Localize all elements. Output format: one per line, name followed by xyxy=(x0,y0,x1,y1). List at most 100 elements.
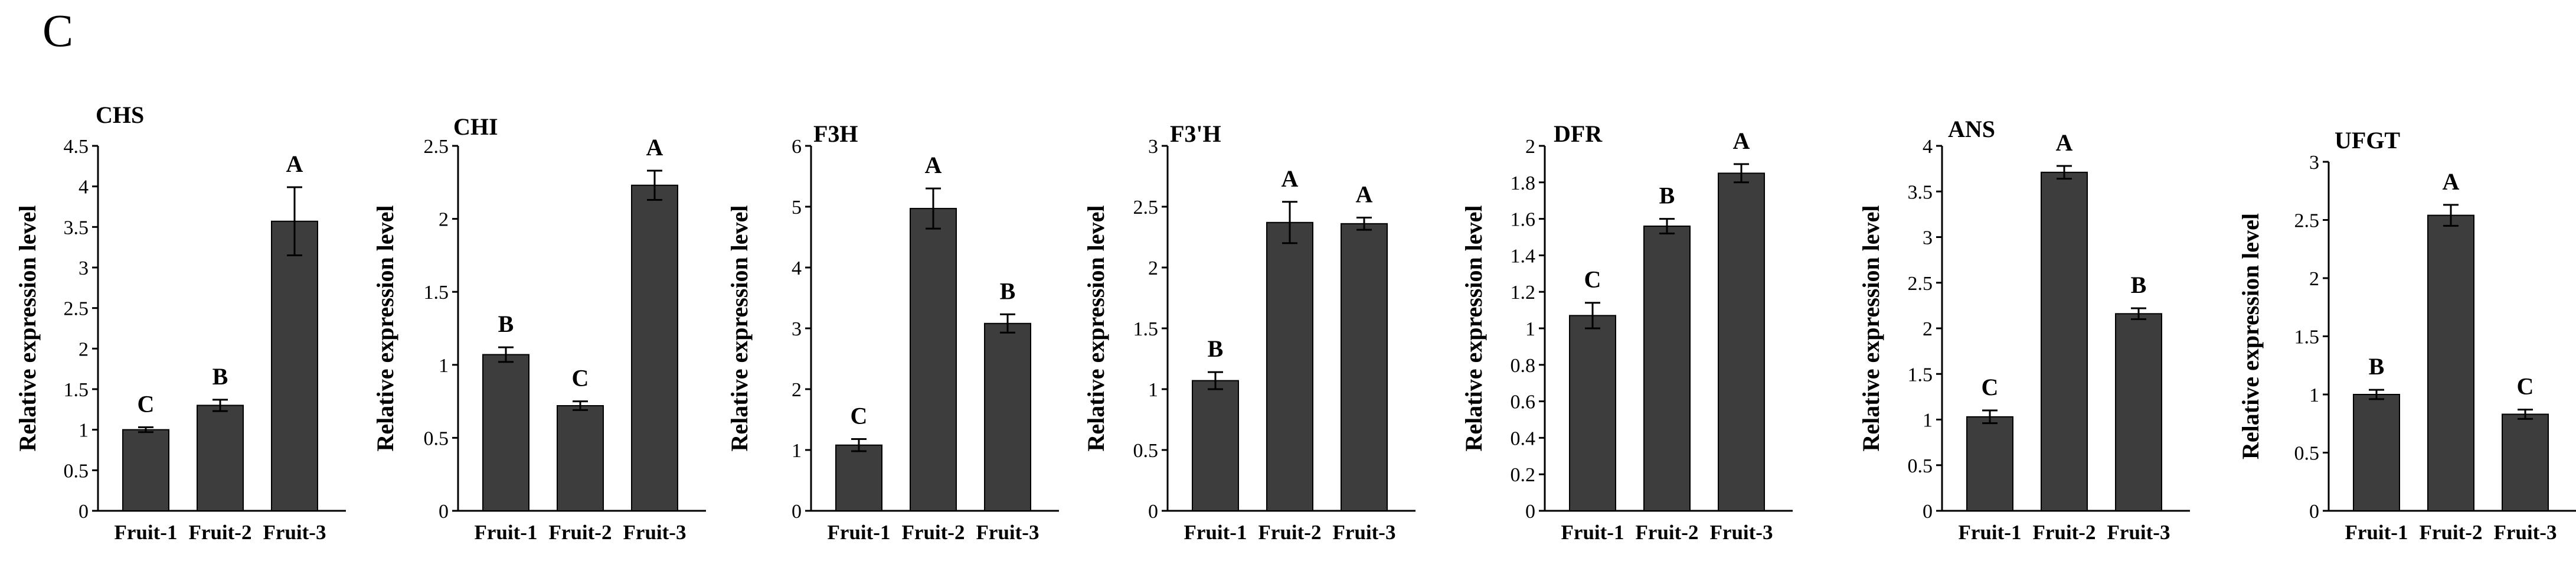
y-tick-label: 2 xyxy=(792,379,802,401)
y-tick-label: 4.5 xyxy=(64,136,89,158)
significance-letter: A xyxy=(1733,128,1750,154)
bar xyxy=(2115,313,2162,512)
y-tick-label: 1.2 xyxy=(1511,282,1536,304)
bar xyxy=(1966,416,2013,511)
y-tick-label: 0.5 xyxy=(1908,455,1933,477)
significance-letter: A xyxy=(646,134,663,161)
significance-letter: C xyxy=(851,402,868,429)
significance-letter: A xyxy=(286,151,303,177)
x-tick-label: Fruit-3 xyxy=(263,521,326,544)
y-tick-label: 1.5 xyxy=(2294,327,2320,348)
y-tick-label: 2.5 xyxy=(424,136,449,158)
significance-letter: A xyxy=(1282,165,1299,192)
y-tick-label: 0 xyxy=(1148,501,1158,523)
y-tick-label: 2 xyxy=(439,209,449,231)
significance-letter: B xyxy=(1208,335,1224,362)
y-tick-label: 3 xyxy=(2309,152,2319,174)
y-tick-label: 3.5 xyxy=(64,217,89,239)
y-tick-label: 1.5 xyxy=(424,282,449,304)
y-axis-label: Relative expression level xyxy=(14,206,41,452)
significance-letter: C xyxy=(138,391,155,418)
y-tick-label: 1.4 xyxy=(1511,245,1536,267)
chart-6: UFGT Relative expression level 0 0.5 1 1.5 2 2.… xyxy=(2237,127,2576,544)
chart-title: CHI xyxy=(453,113,498,140)
bar xyxy=(197,405,244,512)
y-tick-label: 0 xyxy=(1923,501,1933,523)
y-tick-label: 2.5 xyxy=(64,298,89,320)
chart-0: CHS Relative expression level 0 0.5 1 1.5 2 2.5… xyxy=(14,102,346,544)
bar xyxy=(1192,380,1239,512)
x-tick-label: Fruit-1 xyxy=(2345,521,2408,544)
x-tick-label: Fruit-1 xyxy=(1184,521,1247,544)
y-tick-label: 2 xyxy=(2309,268,2319,290)
x-tick-label: Fruit-2 xyxy=(1258,521,1322,544)
significance-letter: B xyxy=(1659,182,1675,209)
bar xyxy=(2353,394,2400,511)
significance-letter: A xyxy=(2443,168,2460,195)
y-tick-label: 2 xyxy=(79,338,89,360)
bar xyxy=(631,184,678,511)
significance-letter: C xyxy=(2517,373,2534,400)
x-tick-label: Fruit-2 xyxy=(2033,521,2096,544)
charts-container: CHS Relative expression level 0 0.5 1 1.5 2 2.5… xyxy=(14,102,2576,544)
x-tick-label: Fruit-1 xyxy=(475,521,538,544)
y-tick-label: 0.8 xyxy=(1511,355,1536,377)
y-tick-label: 1 xyxy=(2309,384,2319,406)
significance-letter: B xyxy=(1000,278,1016,304)
significance-letter: A xyxy=(925,152,942,178)
y-axis-label: Relative expression level xyxy=(1460,206,1487,452)
y-tick-label: 0 xyxy=(439,501,449,523)
y-tick-label: 1 xyxy=(1148,379,1158,401)
y-tick-label: 5 xyxy=(792,197,802,218)
y-axis-label: Relative expression level xyxy=(1083,206,1109,452)
chart-title: F3'H xyxy=(1170,120,1221,147)
significance-letter: B xyxy=(2131,272,2147,298)
y-tick-label: 0.4 xyxy=(1511,428,1536,449)
x-tick-label: Fruit-1 xyxy=(115,521,178,544)
x-tick-label: Fruit-3 xyxy=(1333,521,1396,544)
significance-letter: B xyxy=(2369,353,2385,380)
y-tick-label: 0 xyxy=(1525,501,1535,523)
y-tick-label: 0.5 xyxy=(2294,443,2320,465)
significance-letter: A xyxy=(1356,181,1373,208)
x-tick-label: Fruit-2 xyxy=(2420,521,2483,544)
bar xyxy=(1718,172,1765,512)
y-axis-label: Relative expression level xyxy=(372,206,398,452)
y-axis-label: Relative expression level xyxy=(1858,206,1884,452)
bar xyxy=(2041,171,2088,511)
y-tick-label: 1 xyxy=(792,440,802,462)
y-tick-label: 3 xyxy=(79,257,89,279)
y-tick-label: 1.5 xyxy=(1133,318,1159,340)
chart-1: CHI Relative expression level 0 0.5 1 1.5 2 2.5… xyxy=(372,113,706,544)
significance-letter: A xyxy=(2056,129,2073,156)
y-tick-label: 4 xyxy=(1923,136,1933,158)
significance-letter: C xyxy=(1982,374,1999,400)
y-tick-label: 1.8 xyxy=(1511,172,1536,194)
y-tick-label: 0.2 xyxy=(1511,464,1536,486)
y-tick-label: 0 xyxy=(79,501,89,523)
y-tick-label: 4 xyxy=(79,177,89,198)
y-tick-label: 1 xyxy=(1525,318,1535,340)
y-tick-label: 2.5 xyxy=(1133,197,1159,218)
x-tick-label: Fruit-3 xyxy=(2107,521,2170,544)
significance-letter: B xyxy=(213,363,228,390)
chart-5: ANS Relative expression level 0 0.5 1 1.5 2 2.5… xyxy=(1858,116,2190,544)
chart-2: F3H Relative expression level 0 1 2 3 4 5 6 C Frui… xyxy=(726,120,1059,544)
x-tick-label: Fruit-1 xyxy=(1561,521,1624,544)
bar xyxy=(271,220,318,511)
y-tick-label: 0 xyxy=(2309,501,2319,523)
y-tick-label: 0.5 xyxy=(1133,440,1159,462)
y-tick-label: 2.5 xyxy=(1908,273,1933,295)
y-tick-label: 0.5 xyxy=(64,460,89,482)
y-tick-label: 1.6 xyxy=(1511,209,1536,231)
bar xyxy=(2502,413,2549,511)
bar xyxy=(910,208,957,511)
y-tick-label: 0.6 xyxy=(1511,392,1536,413)
x-tick-label: Fruit-2 xyxy=(902,521,965,544)
y-tick-label: 4 xyxy=(792,257,802,279)
bar xyxy=(557,405,604,511)
panel-letter: C xyxy=(43,5,73,56)
chart-title: DFR xyxy=(1554,120,1603,147)
y-tick-label: 3 xyxy=(792,318,802,340)
x-tick-label: Fruit-2 xyxy=(1636,521,1699,544)
